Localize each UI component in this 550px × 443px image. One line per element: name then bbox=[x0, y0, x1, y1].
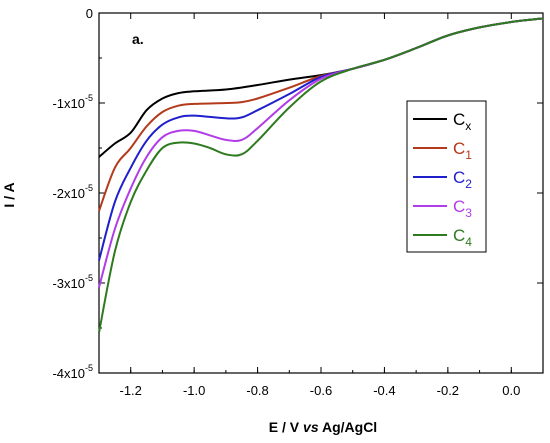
legend-label: C1 bbox=[453, 139, 472, 162]
y-tick-label: -1x10-5 bbox=[52, 93, 93, 111]
y-tick-label: 0 bbox=[86, 6, 93, 21]
legend-label-name: C bbox=[453, 168, 465, 187]
x-tick-label: -0.2 bbox=[437, 383, 459, 398]
legend-label-sub: x bbox=[465, 119, 471, 133]
y-axis-title: I / A bbox=[1, 182, 17, 207]
x-tick-label: -1.2 bbox=[120, 383, 142, 398]
legend-label: C3 bbox=[453, 197, 472, 220]
y-tick-exponent: -5 bbox=[85, 363, 93, 373]
y-tick-base: -2x10 bbox=[52, 186, 85, 201]
legend-label-sub: 3 bbox=[465, 206, 472, 220]
legend-label-sub: 2 bbox=[465, 177, 472, 191]
x-tick-label: -0.8 bbox=[246, 383, 268, 398]
y-tick-base: -3x10 bbox=[52, 276, 85, 291]
y-tick-label: -3x10-5 bbox=[52, 273, 93, 291]
legend-label: C2 bbox=[453, 168, 472, 191]
x-axis-title: E / V vs Ag/AgCl bbox=[269, 419, 377, 435]
series-layer bbox=[98, 17, 544, 333]
y-tick-base: 0 bbox=[86, 6, 93, 21]
y-tick-base: -4x10 bbox=[52, 366, 85, 381]
x-axis-title-pre: E / V bbox=[269, 419, 303, 435]
x-tick-label: -0.6 bbox=[310, 383, 332, 398]
x-tick-label: 0.0 bbox=[502, 383, 520, 398]
y-tick-base: -1x10 bbox=[52, 96, 85, 111]
legend-label-name: C bbox=[453, 139, 465, 158]
x-axis-title-italic: vs bbox=[303, 419, 319, 435]
y-tick-label: -4x10-5 bbox=[52, 363, 93, 381]
y-tick-exponent: -5 bbox=[85, 93, 93, 103]
y-tick-exponent: -5 bbox=[85, 273, 93, 283]
legend-label-name: C bbox=[453, 226, 465, 245]
legend-label-name: C bbox=[453, 110, 465, 129]
x-axis: -1.2 -1.0 -0.8 -0.6 -0.4 -0.2 0.0 bbox=[98, 13, 544, 398]
y-tick-label: -2x10-5 bbox=[52, 183, 93, 201]
panel-label: a. bbox=[132, 31, 144, 47]
y-tick-exponent: -5 bbox=[85, 183, 93, 193]
x-tick-label: -1.0 bbox=[183, 383, 205, 398]
x-axis-title-post: Ag/AgCl bbox=[319, 419, 378, 435]
legend-label: Cx bbox=[453, 110, 471, 133]
legend-label: C4 bbox=[453, 226, 472, 249]
x-tick-label: -0.4 bbox=[373, 383, 395, 398]
legend-label-sub: 4 bbox=[465, 235, 472, 249]
series-line-c4 bbox=[98, 17, 544, 333]
y-axis: 0-1x10-5-2x10-5-3x10-5-4x10-5 bbox=[52, 6, 543, 381]
legend-label-name: C bbox=[453, 197, 465, 216]
legend-label-sub: 1 bbox=[465, 148, 472, 162]
